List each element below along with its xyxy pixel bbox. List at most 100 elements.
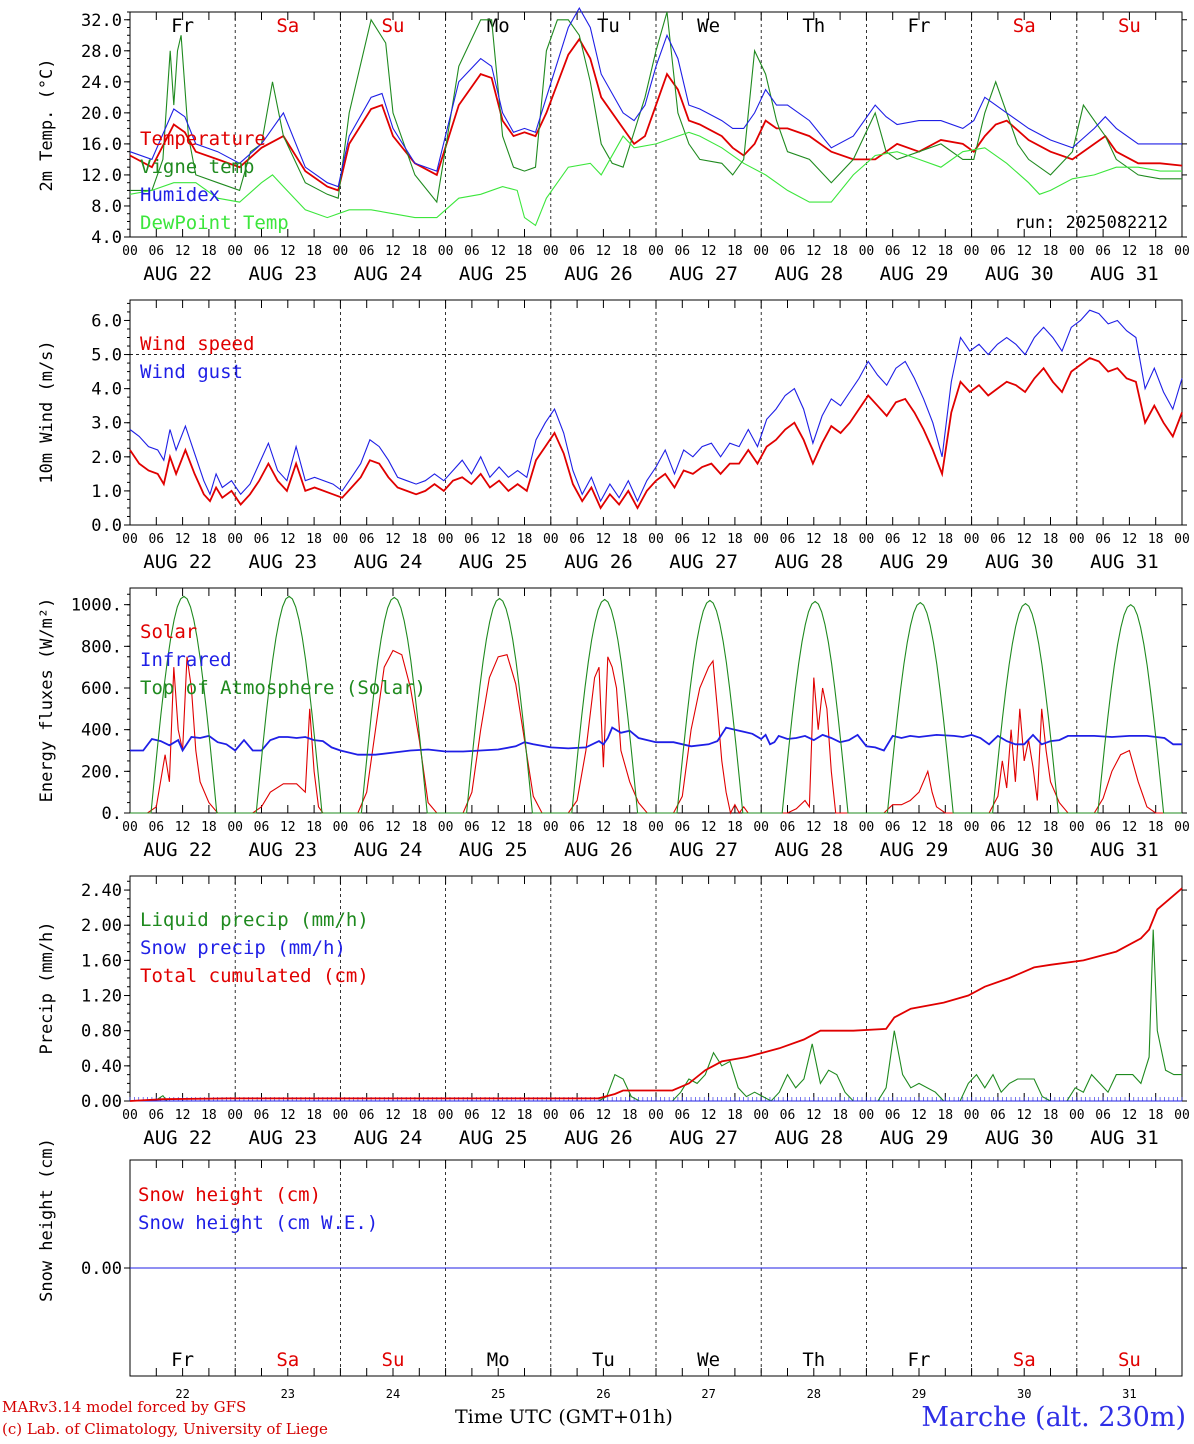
date-label: AUG 27 xyxy=(669,263,738,285)
hour-label: 00 xyxy=(438,244,454,259)
y-tick-label: 12.0 xyxy=(81,166,122,186)
date-label: AUG 25 xyxy=(459,839,528,861)
date-label: AUG 30 xyxy=(985,263,1054,285)
day-number-label: 31 xyxy=(1122,1387,1136,1401)
legend-entry: Wind speed xyxy=(140,333,254,355)
y-tick-label: 20.0 xyxy=(81,104,122,124)
series-line-wind-speed xyxy=(129,356,1183,510)
legend-entry: Snow height (cm) xyxy=(138,1184,321,1206)
date-label: AUG 28 xyxy=(774,1127,843,1149)
hour-label: 12 xyxy=(701,532,717,547)
hour-label: 18 xyxy=(411,820,427,835)
credit-line-2: (c) Lab. of Climatology, University of L… xyxy=(2,1420,328,1438)
weekday-label: Fr xyxy=(908,15,931,37)
day-number-label: 26 xyxy=(596,1387,610,1401)
hour-label: 18 xyxy=(306,1108,322,1123)
hour-label: 06 xyxy=(569,244,585,259)
weekday-label: Su xyxy=(382,15,405,37)
hour-label: 12 xyxy=(596,820,612,835)
hour-label: 12 xyxy=(385,820,401,835)
panel-frame xyxy=(129,587,1183,814)
date-label: AUG 29 xyxy=(880,263,949,285)
hour-label: 12 xyxy=(701,244,717,259)
series-line-top-of-atmosphere-solar- xyxy=(130,595,1182,814)
date-label: AUG 22 xyxy=(143,263,212,285)
hour-label: 06 xyxy=(990,1108,1006,1123)
hour-label: 00 xyxy=(333,244,349,259)
hour-label: 12 xyxy=(701,820,717,835)
hour-label: 18 xyxy=(727,820,743,835)
hour-label: 06 xyxy=(990,532,1006,547)
hour-label: 00 xyxy=(1069,1108,1085,1123)
date-label: AUG 24 xyxy=(354,551,423,573)
hour-label: 18 xyxy=(1043,532,1059,547)
hour-label: 12 xyxy=(490,532,506,547)
hour-label: 00 xyxy=(333,820,349,835)
legend-entry: Snow precip (mm/h) xyxy=(140,937,346,959)
hour-label: 18 xyxy=(201,532,217,547)
date-label: AUG 26 xyxy=(564,839,633,861)
hour-label: 06 xyxy=(148,1108,164,1123)
y-tick-label: 800. xyxy=(81,637,122,657)
hour-label: 18 xyxy=(622,1108,638,1123)
day-number-label: 23 xyxy=(281,1387,295,1401)
hour-label: 12 xyxy=(385,1108,401,1123)
legend-entry: DewPoint Temp xyxy=(140,212,289,234)
y-tick-label: 16.0 xyxy=(81,135,122,155)
hour-label: 12 xyxy=(701,1108,717,1123)
y-tick-label: 0.00 xyxy=(81,1259,122,1279)
hour-label: 00 xyxy=(753,244,769,259)
date-label: AUG 23 xyxy=(248,839,317,861)
hour-label: 06 xyxy=(359,1108,375,1123)
weekday-label: We xyxy=(697,1349,720,1371)
weekday-label: Mo xyxy=(487,15,510,37)
hour-label: 06 xyxy=(254,244,270,259)
hour-label: 12 xyxy=(1122,532,1138,547)
hour-label: 18 xyxy=(937,1108,953,1123)
y-tick-label: 24.0 xyxy=(81,73,122,93)
hour-label: 12 xyxy=(911,1108,927,1123)
date-label: AUG 29 xyxy=(880,1127,949,1149)
hour-label: 12 xyxy=(1016,820,1032,835)
hour-label: 06 xyxy=(780,244,796,259)
y-tick-label: 3.0 xyxy=(91,414,122,434)
hour-label: 18 xyxy=(306,244,322,259)
time-axis-label: Time UTC (GMT+01h) xyxy=(455,1406,673,1428)
hour-label: 12 xyxy=(1122,1108,1138,1123)
hour-label: 06 xyxy=(359,820,375,835)
hour-label: 00 xyxy=(122,1108,138,1123)
hour-label: 00 xyxy=(964,532,980,547)
date-label: AUG 31 xyxy=(1090,263,1159,285)
y-tick-label: 2.00 xyxy=(81,916,122,936)
date-label: AUG 31 xyxy=(1090,1127,1159,1149)
hour-label: 18 xyxy=(1148,1108,1164,1123)
panel-4: 0.00 0.40 0.80 1.20 1.60 2.00 2.40 Precip (mm/h… xyxy=(37,875,1190,1149)
hour-label: 12 xyxy=(175,532,191,547)
y-axis-label: 2m Temp. (°C) xyxy=(37,58,57,191)
day-number-label: 25 xyxy=(491,1387,505,1401)
hour-label: 06 xyxy=(674,1108,690,1123)
weekday-label: Sa xyxy=(1013,1349,1036,1371)
hour-label: 00 xyxy=(964,1108,980,1123)
date-label: AUG 28 xyxy=(774,551,843,573)
date-label: AUG 29 xyxy=(880,551,949,573)
hour-label: 12 xyxy=(596,244,612,259)
hour-label: 06 xyxy=(990,820,1006,835)
y-axis-label: 10m Wind (m/s) xyxy=(37,340,57,483)
hour-label: 18 xyxy=(411,1108,427,1123)
hour-label: 18 xyxy=(727,244,743,259)
hour-label: 00 xyxy=(1174,244,1190,259)
hour-label: 06 xyxy=(1095,820,1111,835)
hour-label: 18 xyxy=(727,1108,743,1123)
hour-label: 00 xyxy=(964,820,980,835)
y-tick-label: 0.00 xyxy=(81,1092,122,1112)
hour-label: 00 xyxy=(859,1108,875,1123)
y-axis-label: Snow height (cm) xyxy=(37,1138,57,1302)
hour-label: 18 xyxy=(622,244,638,259)
hour-label: 06 xyxy=(780,820,796,835)
hour-label: 00 xyxy=(859,532,875,547)
y-tick-label: 4.0 xyxy=(91,380,122,400)
date-label: AUG 26 xyxy=(564,263,633,285)
date-label: AUG 25 xyxy=(459,551,528,573)
hour-label: 00 xyxy=(333,532,349,547)
